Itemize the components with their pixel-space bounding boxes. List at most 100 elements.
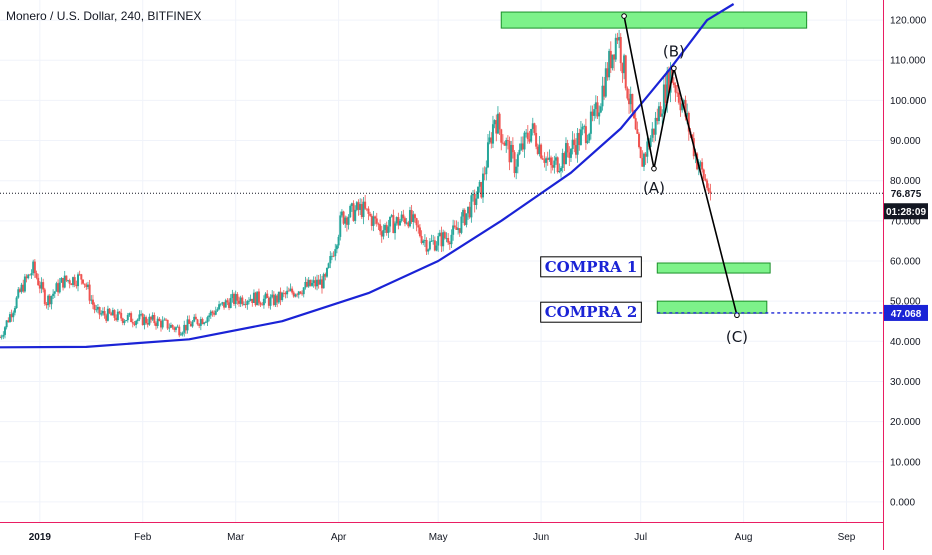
candle-body: [395, 217, 398, 224]
candle-body: [418, 227, 421, 237]
candle-body: [198, 324, 201, 326]
candle-body: [681, 103, 684, 111]
candle-body: [17, 289, 20, 298]
candle-body: [372, 216, 375, 226]
candle-body: [616, 37, 619, 41]
candle-body: [274, 295, 277, 305]
annotation-box: [540, 256, 642, 278]
candle-body: [179, 334, 182, 336]
candle-body: [586, 140, 589, 144]
candle-body: [448, 242, 451, 245]
candle-body: [271, 294, 274, 298]
candle-body: [120, 312, 123, 319]
candle-body: [62, 278, 65, 288]
candle-body: [319, 279, 322, 285]
candle-body: [228, 302, 231, 308]
candle-body: [156, 318, 159, 326]
candle-body: [224, 300, 227, 308]
candle-body: [644, 153, 647, 157]
candle-body: [40, 282, 43, 289]
candle-body: [583, 126, 586, 127]
candle-body: [664, 84, 667, 103]
candle-body: [481, 173, 484, 198]
candle-body: [551, 165, 554, 168]
candle-body: [93, 304, 96, 310]
candle-body: [150, 316, 153, 320]
candle-body: [359, 204, 362, 210]
candle-body: [8, 314, 11, 323]
candle-body: [47, 295, 50, 306]
candle-body: [234, 294, 237, 304]
candle-body: [415, 218, 418, 226]
candle-body: [289, 288, 292, 291]
candle-body: [374, 216, 377, 219]
candle-body: [153, 315, 156, 324]
candle-body: [291, 288, 294, 293]
candle-body: [631, 93, 634, 112]
candle-body: [526, 132, 529, 140]
candle-body: [96, 307, 99, 310]
candle-body: [65, 275, 68, 281]
candle-body: [251, 298, 254, 303]
candle-body: [413, 214, 416, 219]
candle-body: [661, 113, 664, 117]
candle-body: [35, 273, 38, 278]
candle-body: [545, 158, 548, 163]
candle-body: [543, 159, 546, 163]
candle-body: [427, 249, 430, 252]
candle-body: [642, 153, 645, 167]
last-price-badge-bg: [884, 185, 928, 202]
countdown-badge-bg: [884, 203, 928, 220]
candle-body: [174, 327, 177, 330]
y-tick-label: 90.000: [890, 136, 921, 147]
candle-body: [111, 310, 114, 316]
candle-body: [339, 215, 342, 237]
candle-body: [639, 146, 642, 159]
candle-body: [327, 263, 330, 268]
candle-body: [28, 274, 31, 276]
candle-body: [428, 241, 431, 250]
candle-body: [287, 290, 290, 292]
candle-body: [53, 291, 56, 294]
candle-body: [457, 228, 460, 230]
candle-body: [550, 157, 553, 166]
candle-body: [679, 102, 682, 111]
candle-body: [516, 154, 519, 167]
candle-body: [168, 327, 171, 329]
candle-body: [511, 144, 514, 153]
candle-body: [495, 120, 498, 134]
candle-body: [389, 216, 392, 227]
candle-body: [148, 316, 151, 325]
y-tick-label: 0.000: [890, 497, 915, 508]
candle-body: [254, 292, 257, 306]
candle-body: [266, 293, 269, 298]
candle-body: [241, 297, 244, 305]
candle-body: [52, 293, 55, 296]
candle-body: [709, 191, 712, 194]
candle-body: [382, 229, 385, 237]
candle-body: [50, 295, 53, 305]
candle-body: [460, 216, 463, 233]
candle-body: [13, 308, 16, 313]
wave-label: (B): [663, 43, 685, 61]
candle-body: [355, 202, 358, 210]
candle-body: [272, 294, 275, 305]
candle-body: [259, 302, 262, 305]
candle-body: [656, 117, 659, 122]
candle-body: [63, 275, 66, 288]
candle-body: [365, 208, 368, 210]
candle-body: [400, 214, 403, 221]
candle-body: [657, 106, 660, 122]
candle-body: [337, 236, 340, 246]
candle-body: [214, 310, 217, 315]
candle-body: [3, 327, 6, 335]
y-tick-label: 110.000: [890, 56, 926, 67]
candle-body: [654, 117, 657, 135]
candle-body: [216, 309, 219, 311]
candle-body: [70, 283, 73, 286]
candle-body: [674, 85, 677, 93]
candle-body: [510, 144, 513, 163]
candle-body: [500, 129, 503, 143]
candle-body: [311, 283, 314, 286]
